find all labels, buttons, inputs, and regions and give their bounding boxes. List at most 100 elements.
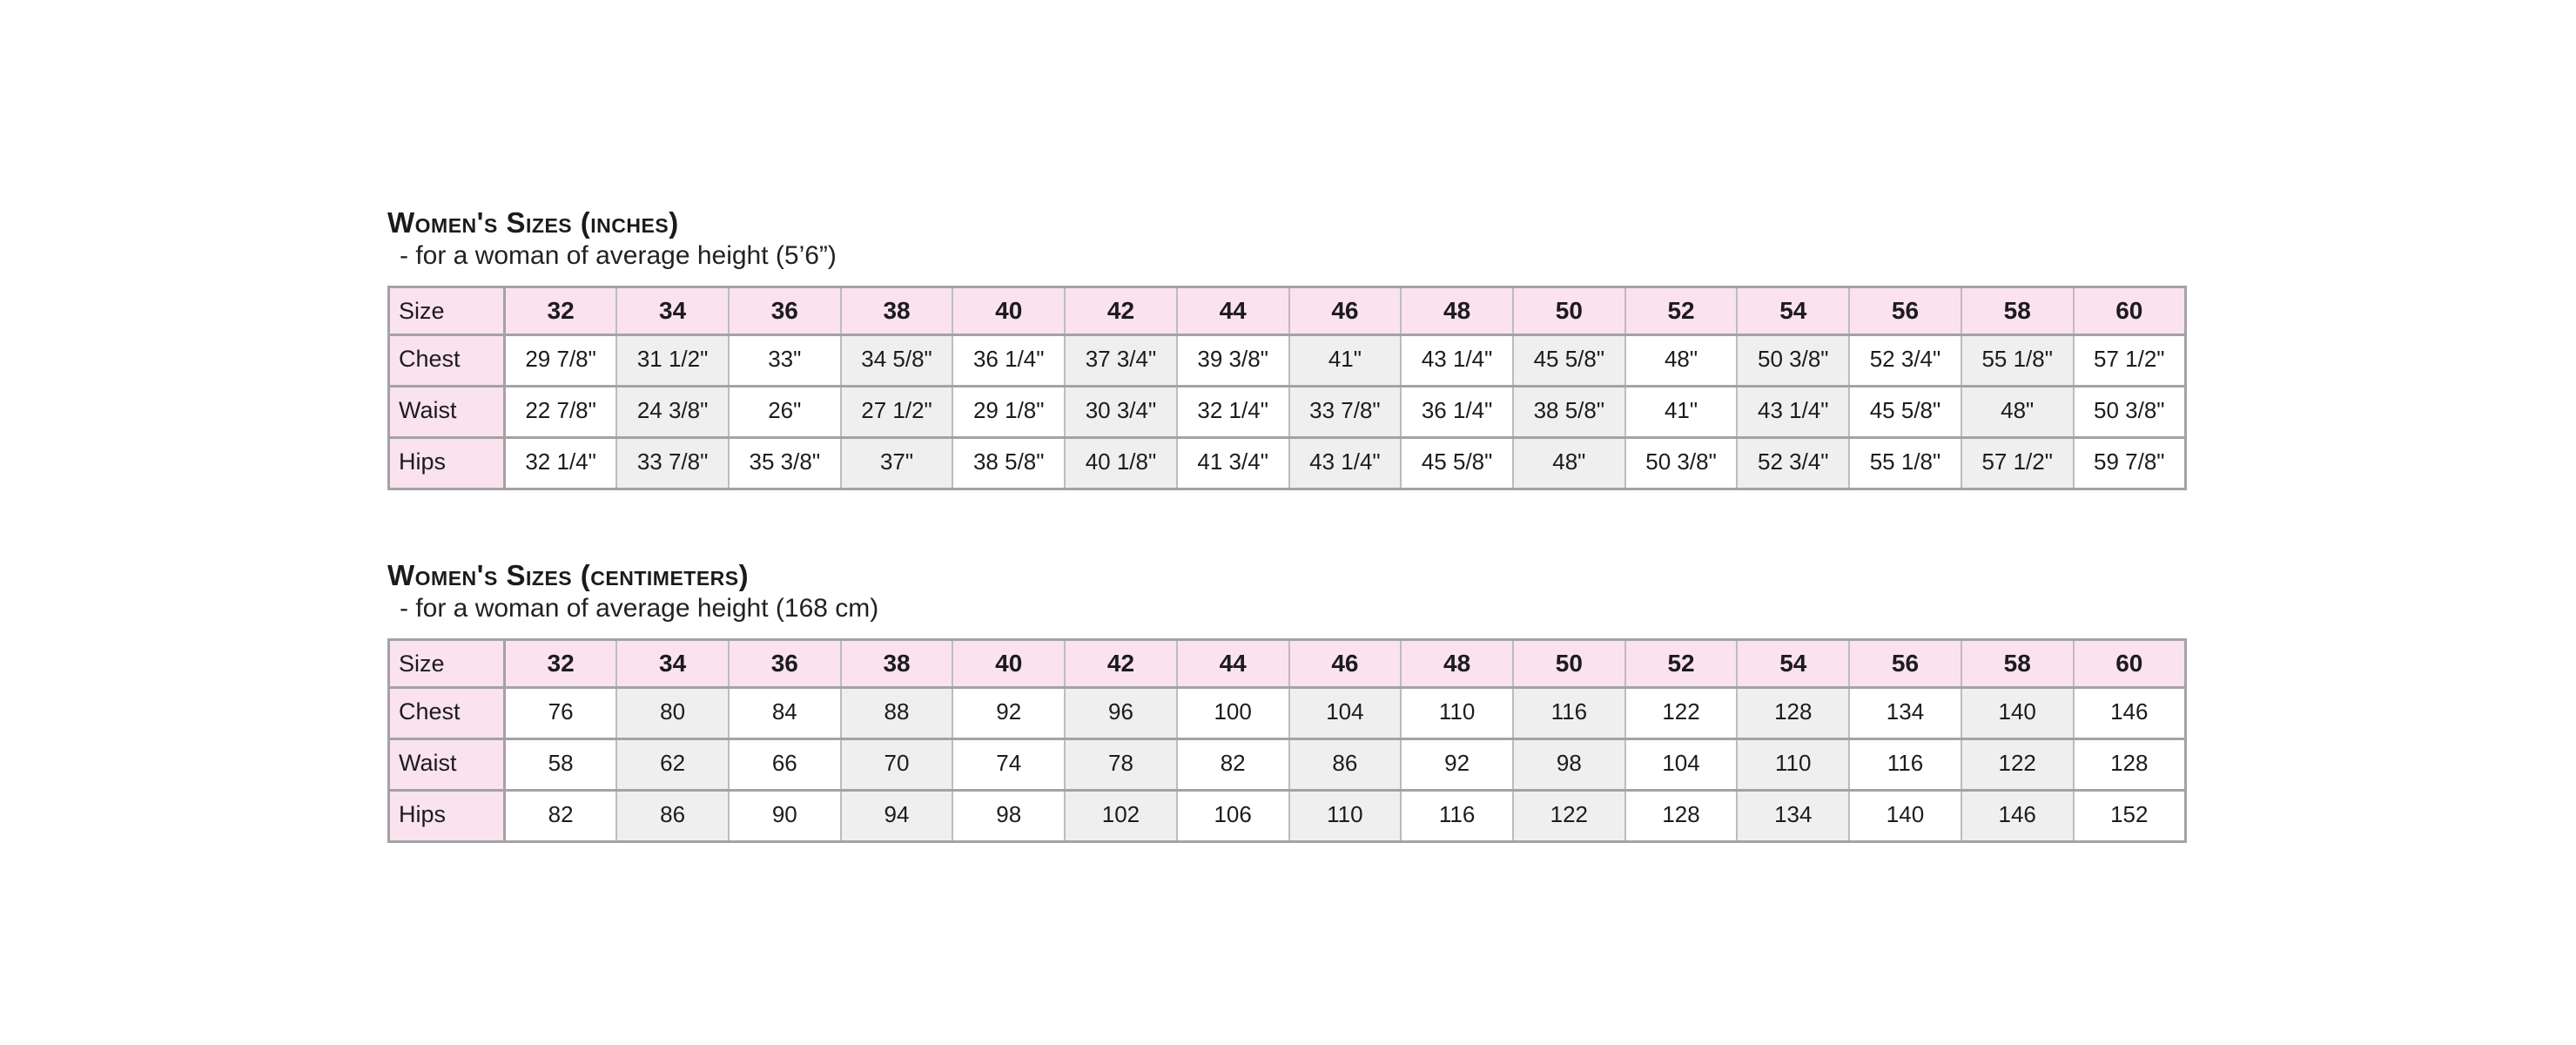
size-header-cell: 60 [2072,638,2187,689]
measurement-cell: 76 [503,686,618,740]
size-header-cell: 32 [503,286,618,336]
measurement-cell: 70 [839,738,954,792]
size-table: Size 32 34 36 38 40 42 44 46 48 50 52 54 56 58 60 Chest 7… [387,638,2187,843]
measurement-cell: 122 [1511,789,1626,843]
measurement-cell: 102 [1064,789,1178,843]
measurement-cell: 22 7/8" [503,385,618,439]
measurement-cell: 45 5/8" [1848,385,1962,439]
size-table: Size 32 34 36 38 40 42 44 46 48 50 52 54 56 58 60 Chest 2… [387,286,2187,490]
measurement-cell: 90 [727,789,842,843]
measurement-cell: 86 [615,789,730,843]
measurement-cell: 80 [615,686,730,740]
size-header-cell: 42 [1064,638,1178,689]
row-label-cell: Hips [387,436,506,490]
measurement-cell: 33 7/8" [1288,385,1402,439]
measurement-cell: 45 5/8" [1400,436,1514,490]
measurement-cell: 40 1/8" [1064,436,1178,490]
measurement-cell: 32 1/4" [503,436,618,490]
measurement-cell: 106 [1175,789,1290,843]
measurement-cell: 43 1/4" [1736,385,1851,439]
measurement-row: Waist 22 7/8" 24 3/8" 26" 27 1/2" 29 1/8" 30 3… [387,385,2187,439]
size-header-cell: 36 [727,286,842,336]
measurement-cell: 116 [1400,789,1514,843]
measurement-cell: 146 [1960,789,2075,843]
measurement-cell: 34 5/8" [839,334,954,388]
row-label-cell: Hips [387,789,506,843]
row-label-cell: Chest [387,686,506,740]
measurement-cell: 66 [727,738,842,792]
size-header-cell: 32 [503,638,618,689]
measurement-cell: 98 [952,789,1066,843]
measurement-cell: 52 3/4" [1736,436,1851,490]
measurement-cell: 37" [839,436,954,490]
measurement-row: Waist 58 62 66 70 74 78 82 86 92 98 104 110 116 122 128 [387,738,2187,792]
measurement-cell: 98 [1511,738,1626,792]
size-header-cell: 38 [839,638,954,689]
measurement-cell: 104 [1288,686,1402,740]
measurement-cell: 84 [727,686,842,740]
inches-table-subtitle: - for a woman of average height (5’6”) [400,241,837,270]
measurement-cell: 74 [952,738,1066,792]
measurement-row: Chest 76 80 84 88 92 96 100 104 110 116 122 128 134 14… [387,686,2187,740]
measurement-cell: 86 [1288,738,1402,792]
measurement-cell: 134 [1736,789,1851,843]
measurement-cell: 128 [1624,789,1739,843]
measurement-cell: 24 3/8" [615,385,730,439]
measurement-cell: 128 [1736,686,1851,740]
size-corner-cell: Size [387,286,506,336]
size-header-cell: 58 [1960,286,2075,336]
measurement-cell: 35 3/8" [727,436,842,490]
measurement-cell: 50 3/8" [2072,385,2187,439]
measurement-row: Hips 82 86 90 94 98 102 106 110 116 122 128 134 140 14… [387,789,2187,843]
measurement-cell: 36 1/4" [1400,385,1514,439]
cm-table-subtitle: - for a woman of average height (168 cm) [400,594,879,623]
measurement-cell: 140 [1960,686,2075,740]
size-header-cell: 42 [1064,286,1178,336]
measurement-cell: 82 [1175,738,1290,792]
measurement-cell: 43 1/4" [1400,334,1514,388]
size-header-cell: 50 [1511,286,1626,336]
measurement-cell: 50 3/8" [1736,334,1851,388]
size-header-cell: 34 [615,638,730,689]
measurement-cell: 41" [1624,385,1739,439]
measurement-cell: 134 [1848,686,1962,740]
measurement-cell: 104 [1624,738,1739,792]
size-header-cell: 56 [1848,638,1962,689]
measurement-cell: 122 [1624,686,1739,740]
size-header-cell: 60 [2072,286,2187,336]
size-header-cell: 58 [1960,638,2075,689]
size-header-cell: 52 [1624,286,1739,336]
size-header-cell: 44 [1175,286,1290,336]
measurement-cell: 33 7/8" [615,436,730,490]
measurement-cell: 48" [1960,385,2075,439]
measurement-cell: 26" [727,385,842,439]
measurement-cell: 38 5/8" [952,436,1066,490]
measurement-cell: 94 [839,789,954,843]
size-header-cell: 46 [1288,286,1402,336]
measurement-cell: 29 1/8" [952,385,1066,439]
measurement-cell: 29 7/8" [503,334,618,388]
measurement-cell: 58 [503,738,618,792]
measurement-cell: 62 [615,738,730,792]
measurement-cell: 88 [839,686,954,740]
measurement-cell: 48" [1511,436,1626,490]
measurement-cell: 57 1/2" [2072,334,2187,388]
measurement-row: Hips 32 1/4" 33 7/8" 35 3/8" 37" 38 5/8" 40 1/… [387,436,2187,490]
measurement-cell: 41 3/4" [1175,436,1290,490]
size-header-cell: 44 [1175,638,1290,689]
inches-section: Women's Sizes (inches) - for a woman of … [387,206,2187,490]
size-header-cell: 48 [1400,638,1514,689]
size-header-cell: 50 [1511,638,1626,689]
measurement-cell: 45 5/8" [1511,334,1626,388]
measurement-cell: 31 1/2" [615,334,730,388]
size-header-cell: 36 [727,638,842,689]
measurement-cell: 32 1/4" [1175,385,1290,439]
size-header-cell: 34 [615,286,730,336]
size-header-cell: 52 [1624,638,1739,689]
measurement-cell: 146 [2072,686,2187,740]
measurement-cell: 57 1/2" [1960,436,2075,490]
row-label-cell: Waist [387,738,506,792]
measurement-cell: 55 1/8" [1848,436,1962,490]
measurement-cell: 116 [1511,686,1626,740]
